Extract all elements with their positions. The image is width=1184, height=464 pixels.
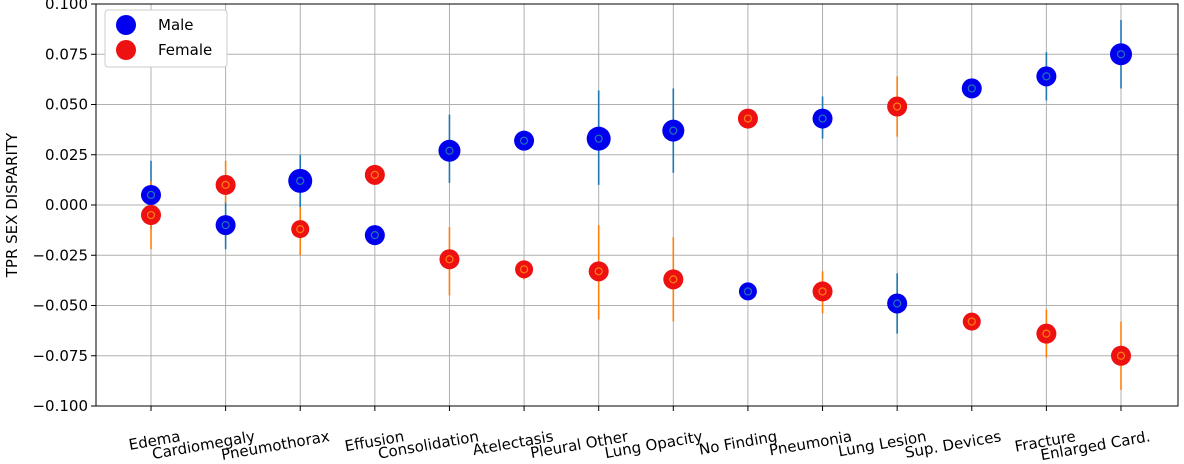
data-point-center <box>594 267 603 276</box>
data-point <box>514 130 535 151</box>
legend-label-female: Female <box>158 41 212 59</box>
data-point-center <box>370 231 379 240</box>
y-tick-label: −0.100 <box>32 397 88 415</box>
y-tick-label: 0.100 <box>45 0 88 13</box>
data-point <box>364 164 385 185</box>
data-point <box>738 282 757 301</box>
grid <box>96 3 1178 407</box>
data-point-center <box>893 299 902 308</box>
data-point <box>887 96 908 117</box>
data-point <box>961 78 982 99</box>
data-point-center <box>594 134 603 143</box>
y-axis-label: TPR SEX DISPARITY <box>3 132 21 278</box>
y-ticks: 0.100 0.075 0.050 0.025 0.000 −0.025 −0.050 −0.… <box>32 0 96 415</box>
data-point <box>662 119 685 142</box>
data-point-center <box>296 225 305 234</box>
data-point-center <box>370 170 379 179</box>
data-point-center <box>221 180 230 189</box>
data-point-center <box>669 275 678 284</box>
data-point <box>438 139 461 162</box>
data-point <box>515 260 534 279</box>
data-point-center <box>743 287 753 296</box>
data-point-center <box>519 136 529 145</box>
data-point <box>586 126 611 151</box>
x-tick-label: No Finding <box>698 427 779 458</box>
legend-marker-female <box>116 40 136 60</box>
data-point <box>1111 345 1131 366</box>
data-point <box>812 108 833 129</box>
data-point-center <box>669 126 678 135</box>
data-point-center <box>146 210 156 220</box>
data-markers <box>141 43 1132 366</box>
data-point-center <box>445 146 454 155</box>
data-point <box>588 261 609 282</box>
data-point-center <box>146 190 156 200</box>
data-point-center <box>818 114 827 123</box>
data-point-center <box>967 84 976 93</box>
y-tick-label: 0.050 <box>45 96 88 114</box>
data-point-center <box>519 265 529 274</box>
data-point <box>291 220 310 239</box>
data-point <box>439 249 460 270</box>
y-tick-label: −0.075 <box>32 347 88 365</box>
data-point <box>887 293 908 314</box>
data-point-center <box>221 221 230 230</box>
data-point <box>215 215 236 236</box>
data-point <box>215 174 236 195</box>
data-point <box>1036 66 1057 87</box>
data-point-center <box>1116 50 1126 59</box>
data-point <box>663 269 684 290</box>
legend: Male Female <box>104 9 228 68</box>
data-point <box>812 281 833 302</box>
data-point-center <box>1042 329 1051 338</box>
data-point <box>962 312 981 331</box>
data-point-center <box>1042 72 1051 81</box>
data-point-center <box>743 114 753 123</box>
y-tick-label: 0.025 <box>45 146 88 164</box>
data-point <box>364 225 385 246</box>
data-point-center <box>893 102 902 111</box>
y-tick-label: −0.025 <box>32 246 88 264</box>
y-tick-label: 0.075 <box>45 45 88 63</box>
data-point <box>1110 43 1132 66</box>
data-point <box>288 168 313 193</box>
data-point-center <box>445 255 454 264</box>
legend-marker-male <box>116 15 136 35</box>
data-point-center <box>1116 351 1126 360</box>
data-point <box>141 205 161 226</box>
data-point-center <box>818 287 827 296</box>
data-point <box>1036 323 1057 344</box>
data-point <box>737 108 758 129</box>
data-point-center <box>967 317 976 326</box>
data-point <box>141 184 161 205</box>
data-point-center <box>296 176 305 185</box>
legend-label-male: Male <box>158 16 194 34</box>
y-tick-label: 0.000 <box>45 196 88 214</box>
y-tick-label: −0.050 <box>32 297 88 315</box>
